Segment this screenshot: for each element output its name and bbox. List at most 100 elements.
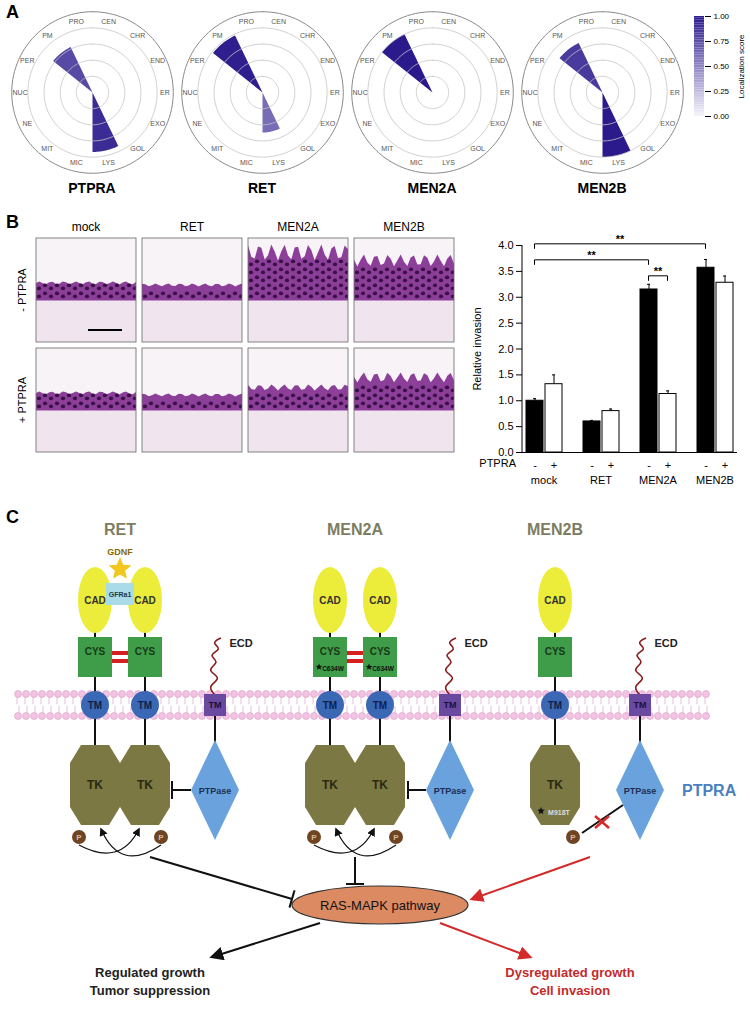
svg-text:ER: ER (500, 89, 510, 96)
svg-text:mock: mock (531, 474, 558, 486)
svg-text:3.0: 3.0 (498, 291, 513, 303)
svg-text:TK: TK (322, 778, 338, 792)
svg-text:RET: RET (104, 521, 136, 538)
svg-text:LYS: LYS (442, 159, 455, 166)
svg-text:ECD: ECD (229, 637, 252, 649)
svg-text:LYS: LYS (612, 159, 625, 166)
svg-text:CYS: CYS (320, 646, 341, 657)
svg-text:PRO: PRO (69, 18, 85, 25)
svg-text:1.00: 1.00 (714, 12, 730, 21)
svg-text:MEN2B: MEN2B (696, 474, 734, 486)
svg-text:CAD: CAD (544, 595, 566, 606)
svg-text:ECD: ECD (654, 637, 677, 649)
svg-text:GOL: GOL (130, 145, 145, 152)
svg-text:MEN2A: MEN2A (277, 220, 318, 234)
svg-text:CAD: CAD (369, 595, 391, 606)
svg-text:LYS: LYS (102, 159, 115, 166)
svg-text:CYS: CYS (135, 646, 156, 657)
svg-text:LYS: LYS (272, 159, 285, 166)
svg-text:CEN: CEN (101, 18, 116, 25)
svg-text:NUC: NUC (183, 89, 198, 96)
svg-text:0.75: 0.75 (714, 37, 730, 46)
svg-text:P: P (393, 833, 399, 842)
svg-text:PTPRA: PTPRA (479, 457, 516, 469)
svg-text:+: + (551, 459, 557, 471)
svg-text:+ PTPRA: + PTPRA (16, 376, 28, 423)
svg-text:EXO: EXO (320, 120, 335, 127)
svg-text:**: ** (654, 265, 663, 277)
svg-text:CHR: CHR (130, 32, 145, 39)
svg-text:CEN: CEN (441, 18, 456, 25)
svg-text:0.00: 0.00 (714, 112, 730, 121)
svg-text:TK: TK (87, 778, 103, 792)
svg-text:CAD: CAD (84, 595, 106, 606)
svg-text:TM: TM (548, 700, 562, 711)
svg-text:GOL: GOL (640, 145, 655, 152)
svg-text:PRO: PRO (579, 18, 595, 25)
svg-text:RET: RET (590, 474, 612, 486)
svg-text:CHR: CHR (640, 32, 655, 39)
svg-text:mock: mock (72, 220, 102, 234)
svg-text:TM: TM (444, 700, 457, 710)
svg-text:GOL: GOL (300, 145, 315, 152)
svg-text:C: C (6, 507, 19, 527)
svg-text:ER: ER (330, 89, 340, 96)
svg-text:GOL: GOL (470, 145, 485, 152)
svg-text:CYS: CYS (85, 646, 106, 657)
svg-text:NE: NE (192, 120, 202, 127)
svg-text:TM: TM (373, 700, 387, 711)
svg-text:2.0: 2.0 (498, 343, 513, 355)
svg-text:TM: TM (209, 700, 222, 710)
svg-text:**: ** (587, 249, 596, 261)
svg-text:TM: TM (634, 700, 647, 710)
svg-text:Dysregulated growth: Dysregulated growth (505, 965, 634, 980)
svg-text:+: + (722, 459, 728, 471)
svg-text:-: - (590, 459, 594, 471)
svg-text:PM: PM (212, 32, 223, 39)
svg-text:NE: NE (362, 120, 372, 127)
svg-text:PER: PER (360, 57, 374, 64)
svg-text:PRO: PRO (409, 18, 425, 25)
svg-text:CEN: CEN (611, 18, 626, 25)
svg-text:3.5: 3.5 (498, 265, 513, 277)
svg-text:P: P (311, 833, 317, 842)
svg-text:MIC: MIC (410, 159, 423, 166)
svg-text:PTPase: PTPase (434, 786, 467, 796)
svg-text:PTPase: PTPase (199, 786, 232, 796)
svg-text:M918T: M918T (548, 809, 571, 816)
svg-text:NE: NE (532, 120, 542, 127)
svg-text:MEN2B: MEN2B (527, 521, 583, 538)
svg-text:NE: NE (22, 120, 32, 127)
svg-text:-: - (533, 459, 537, 471)
svg-text:MIT: MIT (211, 145, 224, 152)
svg-text:-: - (704, 459, 708, 471)
svg-text:MIC: MIC (580, 159, 593, 166)
svg-text:MEN2A: MEN2A (327, 521, 383, 538)
svg-text:1.0: 1.0 (498, 394, 513, 406)
svg-text:NUC: NUC (353, 89, 368, 96)
svg-text:Regulated growth: Regulated growth (95, 965, 205, 980)
svg-text:PTPRA: PTPRA (682, 782, 737, 799)
svg-text:MEN2A: MEN2A (639, 474, 678, 486)
svg-text:PER: PER (530, 57, 544, 64)
svg-text:-: - (647, 459, 651, 471)
svg-text:ECD: ECD (464, 637, 487, 649)
svg-text:0.5: 0.5 (498, 420, 513, 432)
svg-text:- PTPRA: - PTPRA (16, 268, 28, 312)
svg-text:EXO: EXO (660, 120, 675, 127)
svg-text:END: END (660, 57, 675, 64)
svg-text:PER: PER (190, 57, 204, 64)
svg-text:CAD: CAD (319, 595, 341, 606)
svg-text:P: P (570, 833, 576, 842)
svg-text:**: ** (616, 233, 625, 245)
svg-text:EXO: EXO (150, 120, 165, 127)
svg-text:PM: PM (382, 32, 393, 39)
svg-text:GFRa1: GFRa1 (109, 591, 132, 598)
svg-text:EXO: EXO (490, 120, 505, 127)
svg-text:END: END (150, 57, 165, 64)
svg-text:TM: TM (138, 700, 152, 711)
svg-text:PM: PM (42, 32, 53, 39)
svg-text:Relative invasion: Relative invasion (471, 307, 483, 390)
svg-text:PTPase: PTPase (624, 786, 657, 796)
svg-text:0.50: 0.50 (714, 62, 730, 71)
